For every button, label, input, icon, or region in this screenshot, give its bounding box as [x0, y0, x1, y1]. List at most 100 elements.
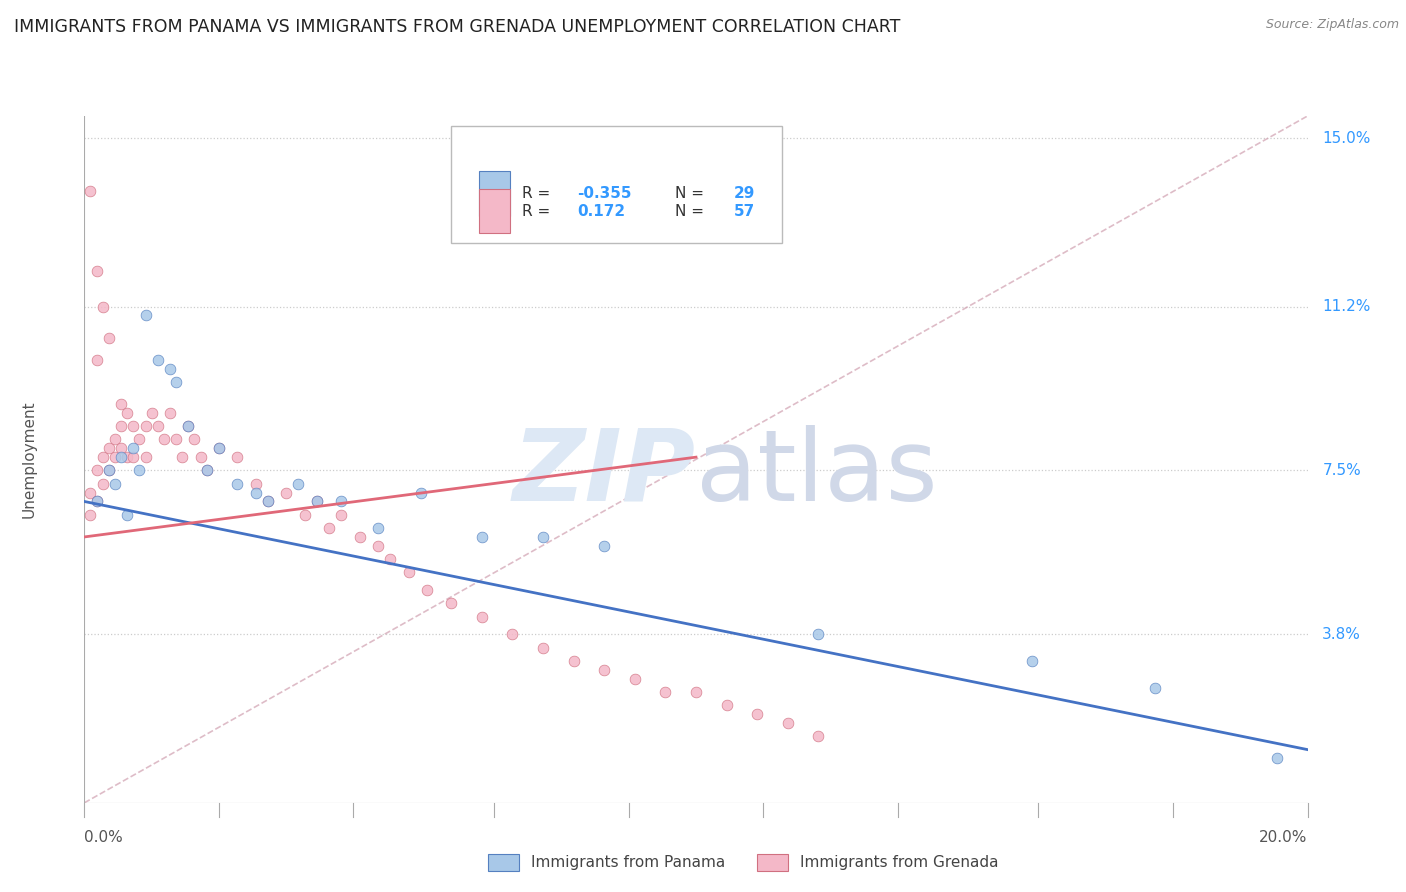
Point	[471, 609, 494, 624]
Point	[349, 530, 371, 544]
Point	[276, 485, 298, 500]
Text: N =: N =	[675, 203, 709, 219]
Point	[287, 476, 309, 491]
Point	[128, 433, 150, 447]
Text: 29: 29	[734, 186, 755, 201]
Text: Source: ZipAtlas.com: Source: ZipAtlas.com	[1265, 18, 1399, 31]
Text: ZIP: ZIP	[513, 425, 696, 522]
Bar	[488, 855, 519, 871]
Point	[135, 450, 157, 465]
Point	[807, 729, 830, 743]
Bar	[479, 171, 510, 216]
Point	[86, 463, 108, 477]
Point	[502, 627, 524, 641]
Text: IMMIGRANTS FROM PANAMA VS IMMIGRANTS FROM GRENADA UNEMPLOYMENT CORRELATION CHART: IMMIGRANTS FROM PANAMA VS IMMIGRANTS FRO…	[14, 18, 900, 36]
Point	[593, 663, 616, 677]
Point	[165, 433, 187, 447]
FancyBboxPatch shape	[451, 127, 782, 243]
Bar	[758, 855, 787, 871]
Point	[245, 485, 267, 500]
Point	[531, 640, 554, 655]
Text: R =: R =	[522, 186, 555, 201]
Point	[807, 627, 830, 641]
Point	[91, 476, 114, 491]
Point	[190, 450, 212, 465]
Text: 11.2%: 11.2%	[1322, 299, 1371, 314]
Point	[654, 685, 676, 699]
Point	[122, 419, 145, 434]
Point	[153, 433, 176, 447]
Text: atlas: atlas	[696, 425, 938, 522]
Point	[226, 450, 249, 465]
Point	[104, 476, 127, 491]
Point	[208, 442, 231, 456]
Point	[305, 494, 328, 508]
Point	[416, 583, 439, 598]
Point	[367, 539, 389, 553]
Point	[135, 309, 157, 323]
Point	[97, 442, 120, 456]
Point	[531, 530, 554, 544]
Text: 7.5%: 7.5%	[1322, 463, 1361, 478]
Point	[776, 716, 799, 731]
Point	[380, 552, 402, 566]
Point	[294, 508, 316, 522]
Text: 0.172: 0.172	[578, 203, 626, 219]
Point	[330, 494, 353, 508]
Point	[305, 494, 328, 508]
Point	[318, 521, 340, 535]
Point	[97, 463, 120, 477]
Bar	[479, 189, 510, 234]
Text: Unemployment: Unemployment	[22, 401, 37, 518]
Point	[409, 485, 432, 500]
Point	[330, 508, 353, 522]
Point	[91, 300, 114, 314]
Point	[245, 476, 267, 491]
Point	[115, 406, 138, 420]
Point	[97, 463, 120, 477]
Point	[110, 442, 132, 456]
Point	[747, 707, 769, 722]
Text: -0.355: -0.355	[578, 186, 631, 201]
Point	[79, 508, 101, 522]
Point	[91, 450, 114, 465]
Text: R =: R =	[522, 203, 555, 219]
Point	[1265, 751, 1288, 765]
Point	[165, 375, 187, 389]
Point	[177, 419, 200, 434]
Point	[110, 419, 132, 434]
Point	[624, 672, 647, 686]
Point	[86, 494, 108, 508]
Point	[685, 685, 707, 699]
Point	[122, 442, 145, 456]
Point	[195, 463, 218, 477]
Point	[177, 419, 200, 434]
Point	[440, 596, 463, 610]
Point	[159, 406, 181, 420]
Point	[86, 264, 108, 278]
Text: Immigrants from Grenada: Immigrants from Grenada	[800, 855, 998, 871]
Text: 20.0%: 20.0%	[1260, 830, 1308, 846]
Point	[257, 494, 280, 508]
Point	[195, 463, 218, 477]
Point	[716, 698, 738, 713]
Point	[110, 450, 132, 465]
Text: 3.8%: 3.8%	[1322, 627, 1361, 642]
Text: 0.0%: 0.0%	[84, 830, 124, 846]
Point	[593, 539, 616, 553]
Text: Immigrants from Panama: Immigrants from Panama	[531, 855, 725, 871]
Point	[86, 352, 108, 367]
Point	[172, 450, 194, 465]
Point	[97, 330, 120, 344]
Point	[128, 463, 150, 477]
Point	[115, 450, 138, 465]
Text: N =: N =	[675, 186, 709, 201]
Point	[115, 508, 138, 522]
Point	[471, 530, 494, 544]
Point	[257, 494, 280, 508]
Point	[79, 485, 101, 500]
Point	[110, 397, 132, 411]
Point	[104, 433, 127, 447]
Text: 15.0%: 15.0%	[1322, 130, 1371, 145]
Text: 57: 57	[734, 203, 755, 219]
